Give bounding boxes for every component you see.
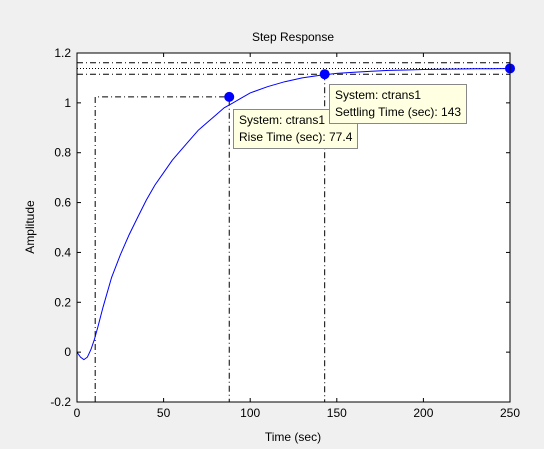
rise-datatip-value: Rise Time (sec): 77.4 [239, 130, 353, 144]
x-tick-label: 100 [240, 406, 260, 420]
y-tick-label: 0.4 [54, 245, 71, 259]
rise-datatip-system: System: ctrans1 [239, 113, 326, 127]
x-tick-label: 0 [74, 406, 81, 420]
y-tick-label: 0.6 [54, 196, 71, 210]
y-axis-label: Amplitude [23, 200, 37, 254]
settle-datatip-value: Settling Time (sec): 143 [335, 105, 462, 119]
x-tick-label: 200 [413, 406, 433, 420]
y-tick-label: 0 [64, 345, 71, 359]
y-tick-label: 1.2 [54, 46, 71, 60]
step-response-line [76, 68, 511, 361]
plot-frame [76, 52, 511, 403]
chart-title: Step Response [252, 30, 334, 44]
data-marker [319, 69, 330, 80]
settling-time-datatip[interactable]: System: ctrans1 Settling Time (sec): 143 [329, 84, 468, 124]
y-axis-ticks: -0.2 0 0.2 0.4 0.6 0.8 1 1.2 [50, 46, 510, 409]
x-tick-label: 50 [157, 406, 171, 420]
y-tick-label: 0.8 [54, 146, 71, 160]
y-tick-label: -0.2 [50, 395, 71, 409]
x-axis-ticks: 0 50 100 150 200 250 [74, 53, 520, 420]
y-tick-label: 1 [64, 96, 71, 110]
rise-time-guide [94, 96, 230, 402]
rise-time-datatip[interactable]: System: ctrans1 Rise Time (sec): 77.4 [233, 109, 359, 149]
settle-datatip-system: System: ctrans1 [335, 88, 422, 102]
y-tick-label: 0.2 [54, 295, 71, 309]
x-tick-label: 250 [500, 406, 520, 420]
x-tick-label: 150 [327, 406, 347, 420]
x-axis-label: Time (sec) [265, 430, 321, 444]
data-marker [224, 91, 235, 102]
